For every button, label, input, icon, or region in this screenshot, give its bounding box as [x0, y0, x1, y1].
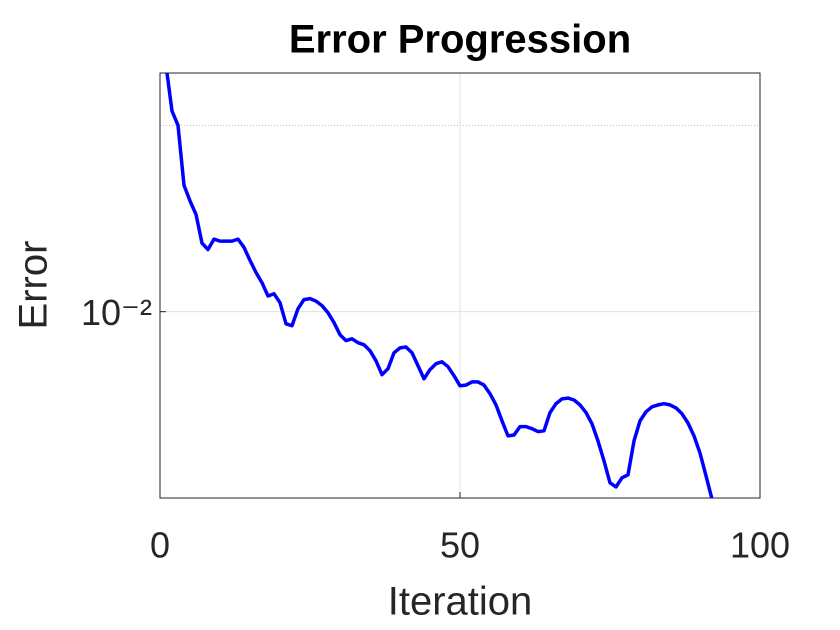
y-tick-label: 10⁻² [81, 292, 152, 333]
plot-frame [159, 72, 761, 499]
x-tick-label: 50 [440, 525, 480, 566]
x-axis-label: Iteration [388, 580, 533, 624]
data-line [165, 73, 714, 498]
y-axis-label: Error [12, 241, 56, 330]
chart-title: Error Progression [289, 18, 631, 62]
x-tick-label: 0 [150, 525, 170, 566]
x-tick-label: 100 [730, 525, 790, 566]
